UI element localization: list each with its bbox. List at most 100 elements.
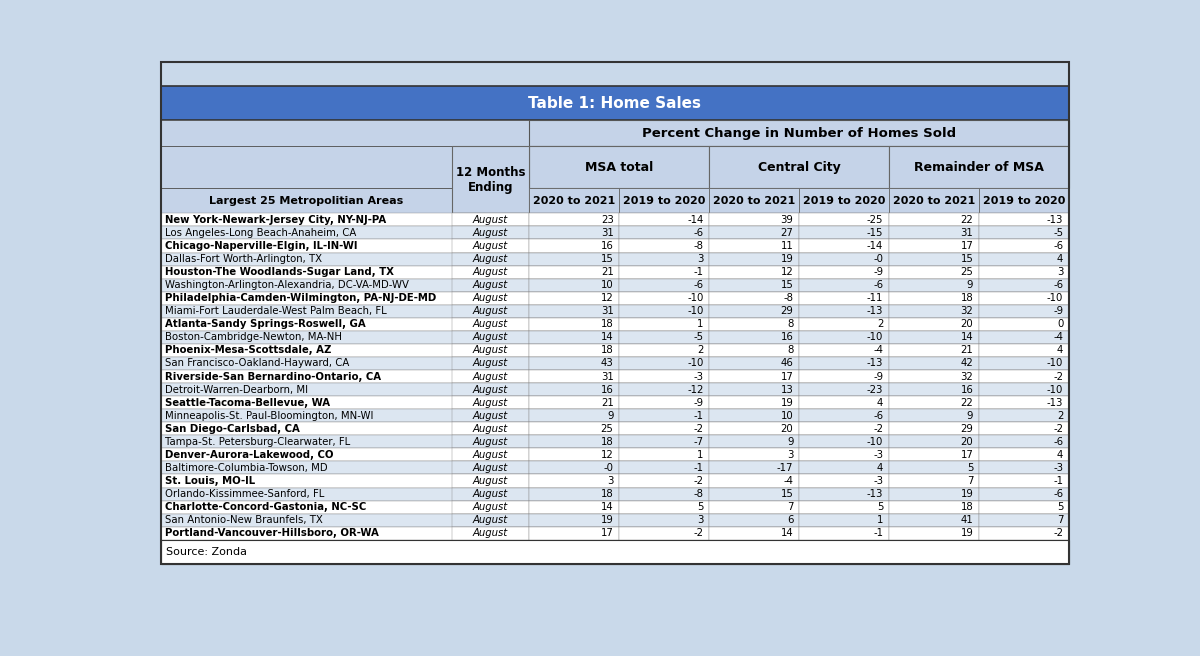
Bar [709,213,799,226]
Text: New York-Newark-Jersey City, NY-NJ-PA: New York-Newark-Jersey City, NY-NJ-PA [164,215,386,225]
Text: -13: -13 [866,358,883,369]
Bar [452,370,529,383]
Text: St. Louis, MO-IL: St. Louis, MO-IL [164,476,256,486]
Text: 21: 21 [601,398,613,407]
Text: 42: 42 [960,358,973,369]
Text: August: August [473,398,508,407]
Bar [619,305,709,318]
Bar [799,436,889,448]
Text: -3: -3 [694,371,703,382]
Bar [161,87,1069,120]
Text: -14: -14 [688,215,703,225]
Bar [452,305,529,318]
Text: Dallas-Fort Worth-Arlington, TX: Dallas-Fort Worth-Arlington, TX [164,254,322,264]
Bar [889,331,979,344]
Bar [452,527,529,540]
Text: 15: 15 [601,254,613,264]
Text: 16: 16 [780,333,793,342]
Text: -15: -15 [866,228,883,238]
Text: August: August [473,411,508,420]
Bar [979,487,1069,501]
Bar [799,514,889,527]
Bar [799,461,889,474]
Text: Philadelphia-Camden-Wilmington, PA-NJ-DE-MD: Philadelphia-Camden-Wilmington, PA-NJ-DE… [164,293,436,303]
Bar [979,461,1069,474]
Text: 10: 10 [601,280,613,290]
Text: 3: 3 [697,254,703,264]
Bar [619,239,709,253]
Text: 17: 17 [960,241,973,251]
Text: 23: 23 [601,215,613,225]
Bar [452,474,529,487]
Text: -2: -2 [1054,424,1063,434]
Bar [889,527,979,540]
Bar [799,188,889,213]
Text: Orlando-Kissimmee-Sanford, FL: Orlando-Kissimmee-Sanford, FL [164,489,324,499]
Bar [889,292,979,305]
Bar [161,305,1069,318]
Text: 3: 3 [787,450,793,460]
Text: 8: 8 [787,346,793,356]
Bar [619,461,709,474]
Bar [161,527,1069,540]
Bar [452,514,529,527]
Text: 20: 20 [781,424,793,434]
Bar [889,188,979,213]
Bar [161,422,1069,436]
Text: 4: 4 [877,398,883,407]
Text: 41: 41 [960,515,973,525]
Text: August: August [473,267,508,277]
Bar [889,487,979,501]
Bar [799,292,889,305]
Text: August: August [473,346,508,356]
Bar [709,305,799,318]
Bar [709,448,799,461]
Bar [709,409,799,422]
Text: 9: 9 [787,437,793,447]
Bar [889,409,979,422]
Bar [979,344,1069,357]
Bar [452,422,529,436]
Bar [619,213,709,226]
Text: 18: 18 [601,489,613,499]
Bar [889,305,979,318]
Text: -9: -9 [694,398,703,407]
Text: -11: -11 [866,293,883,303]
Text: 25: 25 [960,267,973,277]
Text: 46: 46 [780,358,793,369]
Bar [799,474,889,487]
Bar [619,318,709,331]
Bar [889,448,979,461]
Text: 5: 5 [1057,502,1063,512]
Bar [529,213,619,226]
Bar [619,409,709,422]
Text: 2019 to 2020: 2019 to 2020 [983,196,1066,206]
Text: -0: -0 [604,463,613,473]
Bar [979,357,1069,370]
Bar [709,514,799,527]
Bar [709,318,799,331]
Text: 15: 15 [960,254,973,264]
Text: San Diego-Carlsbad, CA: San Diego-Carlsbad, CA [164,424,300,434]
Bar [619,279,709,292]
Text: 18: 18 [960,293,973,303]
Bar [799,305,889,318]
Text: -23: -23 [866,384,883,395]
Text: 2019 to 2020: 2019 to 2020 [623,196,706,206]
Bar [452,146,529,188]
Bar [452,266,529,279]
Text: 18: 18 [601,346,613,356]
Bar [709,266,799,279]
Bar [979,448,1069,461]
Text: 5: 5 [967,463,973,473]
Bar [452,292,529,305]
Bar [161,120,529,146]
Bar [799,501,889,514]
Bar [979,318,1069,331]
Bar [799,266,889,279]
Bar [979,266,1069,279]
Bar [452,331,529,344]
Text: -10: -10 [1046,358,1063,369]
Bar [619,527,709,540]
Bar [161,279,1069,292]
